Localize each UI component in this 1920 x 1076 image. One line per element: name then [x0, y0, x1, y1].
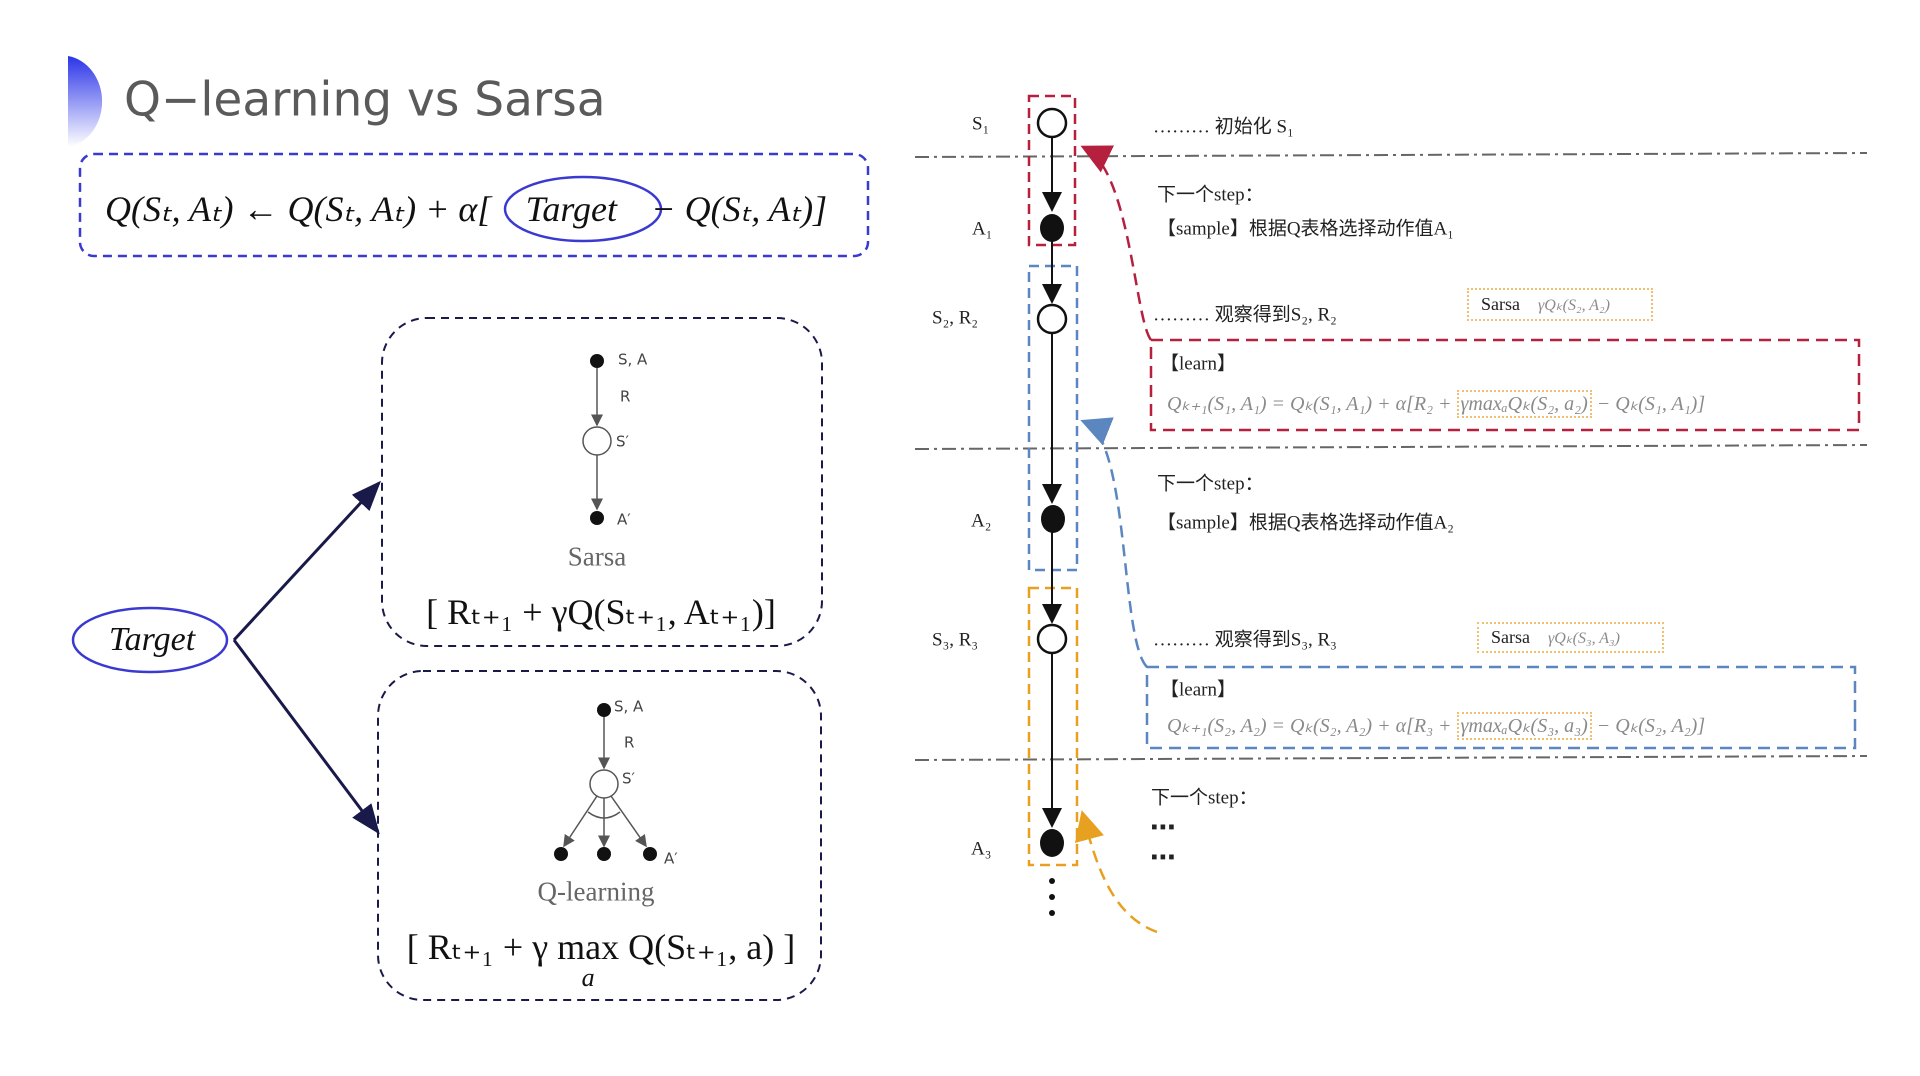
node-a1	[1040, 214, 1064, 242]
step-next-1: 下一个step：	[1157, 184, 1264, 206]
learn1-box	[1149, 338, 1861, 432]
step-observe-2: ……… 观察得到S₃, R₃	[1153, 629, 1337, 651]
learn-label-2: 【learn】	[1160, 679, 1236, 701]
sarsa-note-name: Sarsa	[1481, 294, 1520, 314]
qlearning-label-s-prime: S′	[622, 769, 635, 788]
node-label-s1: S₁	[972, 113, 990, 135]
sarsa-caption: Sarsa	[567, 541, 627, 572]
update-rule-right: − Q(Sₜ, Aₜ)]	[651, 189, 828, 229]
more-steps-ellipsis: ⋯	[1150, 843, 1176, 872]
qlearning-label-sa: S, A	[614, 697, 644, 716]
sarsa-a-prime-node	[590, 511, 604, 525]
title-decoration	[68, 56, 103, 147]
sarsa-target-formula: [ Rₜ₊₁ + γQ(Sₜ₊₁, Aₜ₊₁)]	[426, 592, 776, 632]
sarsa-label-r: R	[620, 387, 631, 406]
step-divider	[914, 152, 1868, 158]
more-steps-ellipsis: ⋯	[1150, 813, 1176, 842]
target-ellipse	[71, 606, 229, 674]
update-arrow-orange	[1074, 810, 1158, 934]
learn-formula-1: Qₖ₊₁(S₁, A₁) = Qₖ(S₁, A₁) + α[R₂ + γmaxₐ…	[1167, 390, 1706, 418]
qlearning-box	[377, 670, 822, 1001]
learn-formula-post: − Qₖ(S₂, A₂)]	[1596, 715, 1706, 737]
learn-formula-pre: Qₖ₊₁(S₁, A₁) = Qₖ(S₁, A₁) + α[R₂ +	[1167, 393, 1452, 415]
update-rule-box	[78, 152, 870, 258]
target-label: Target	[108, 621, 196, 658]
sarsa-note-2: Sarsa γQₖ(S₃, A₃)	[1477, 622, 1664, 653]
target-highlight-ellipse	[503, 175, 663, 243]
node-a3	[1040, 829, 1064, 857]
learn-formula-max-term: γmaxₐQₖ(S₃, a₃)	[1456, 712, 1592, 740]
step-divider	[914, 755, 1868, 761]
sarsa-note-name: Sarsa	[1491, 627, 1530, 647]
sarsa-s-prime-node	[582, 426, 612, 456]
step-sample-1: 【sample】根据Q表格选择动作值A₁	[1157, 218, 1454, 240]
step-next-2: 下一个step：	[1157, 473, 1264, 495]
qlearning-caption: Q-learning	[537, 876, 655, 907]
update-rule: Q(Sₜ, Aₜ) ← Q(Sₜ, Aₜ) + α[ Target − Q(Sₜ, …	[105, 191, 827, 227]
sarsa-note-1: Sarsa γQₖ(S₂, A₂)	[1467, 288, 1653, 321]
learn2-box	[1145, 665, 1857, 750]
node-s2	[1036, 303, 1068, 335]
qlearning-target-formula: [ Rₜ₊₁ + γ max a Q(Sₜ₊₁, a) ]	[407, 929, 796, 991]
sarsa-box	[381, 317, 823, 647]
learn-label-1: 【learn】	[1160, 353, 1236, 375]
node-label-s3-r3: S₃, R₃	[932, 629, 978, 651]
node-label-a1: A₁	[972, 218, 993, 240]
sarsa-note-expr: γQₖ(S₂, A₂)	[1538, 296, 1610, 314]
qlearning-sa-node	[597, 703, 611, 717]
step-observe-1: ……… 观察得到S₂, R₂	[1153, 304, 1337, 326]
step-next-3: 下一个step：	[1151, 787, 1258, 809]
step-divider	[914, 444, 1868, 450]
qlearning-label-r: R	[624, 733, 635, 752]
qlearning-formula-right: Q(Sₜ₊₁, a) ]	[619, 927, 796, 967]
page-title: Q−learning vs Sarsa	[124, 72, 606, 128]
update-arrow-blue	[1080, 417, 1148, 668]
sarsa-label-a-prime: A′	[617, 510, 631, 529]
node-label-a2: A₂	[971, 510, 992, 532]
arrow-to-qlearning	[232, 639, 380, 835]
node-label-a3: A₃	[971, 838, 992, 860]
max-operator: max a	[557, 929, 619, 991]
node-s3	[1036, 623, 1068, 655]
qlearning-formula-left: [ Rₜ₊₁ + γ	[406, 927, 558, 967]
update-arrow-red	[1080, 145, 1153, 341]
sarsa-sa-node	[590, 354, 604, 368]
sarsa-label-sa: S, A	[618, 350, 648, 369]
learn-formula-post: − Qₖ(S₁, A₁)]	[1596, 393, 1706, 415]
step-sample-2: 【sample】根据Q表格选择动作值A₂	[1157, 512, 1454, 534]
node-label-s2-r2: S₂, R₂	[932, 307, 978, 329]
timeline-ellipsis-icon	[1049, 878, 1055, 916]
step-init: ……… 初始化 S₁	[1153, 116, 1294, 138]
learn-formula-max-term: γmaxₐQₖ(S₂, a₂)	[1456, 390, 1592, 418]
update-rule-left: Q(Sₜ, Aₜ) ← Q(Sₜ, Aₜ) + α[	[105, 189, 492, 229]
qlearning-s-prime-node	[589, 769, 619, 799]
sarsa-note-expr: γQₖ(S₃, A₃)	[1548, 629, 1620, 647]
update-rule-target: Target	[525, 189, 617, 229]
learn-formula-pre: Qₖ₊₁(S₂, A₂) = Qₖ(S₂, A₂) + α[R₃ +	[1167, 715, 1452, 737]
node-a2	[1041, 505, 1065, 533]
arrow-to-sarsa	[232, 480, 382, 642]
max-subscript: a	[581, 963, 595, 992]
qlearning-label-a-prime: A′	[664, 849, 678, 868]
sarsa-label-s-prime: S′	[616, 432, 629, 451]
learn-formula-2: Qₖ₊₁(S₂, A₂) = Qₖ(S₂, A₂) + α[R₃ + γmaxₐ…	[1167, 712, 1706, 740]
max-text: max	[557, 927, 620, 967]
node-s1	[1036, 107, 1068, 139]
